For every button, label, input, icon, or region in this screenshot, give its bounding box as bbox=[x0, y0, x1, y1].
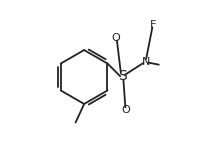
Text: N: N bbox=[141, 57, 150, 67]
Text: O: O bbox=[111, 33, 120, 43]
Text: O: O bbox=[121, 105, 130, 115]
Text: S: S bbox=[118, 69, 127, 83]
Text: F: F bbox=[149, 20, 156, 30]
